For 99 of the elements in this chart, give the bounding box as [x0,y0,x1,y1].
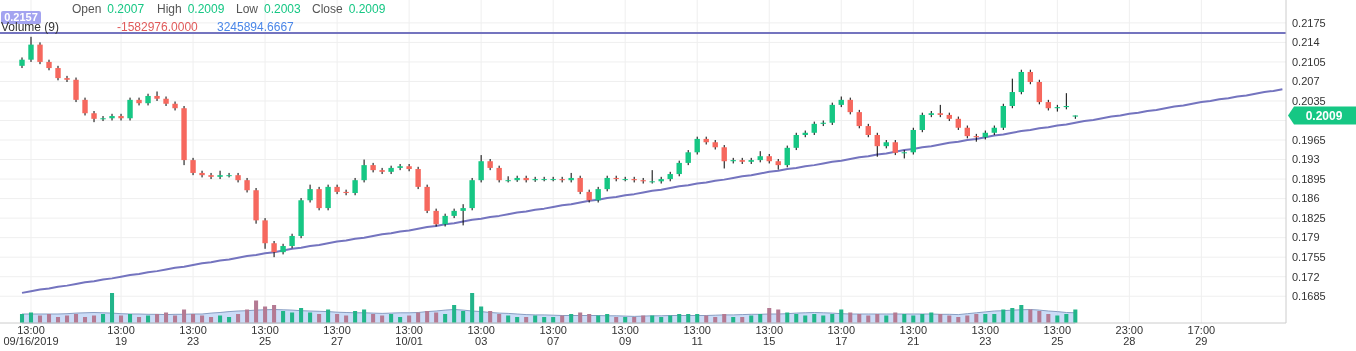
candlestick [379,167,385,175]
x-tick-label: 13:00 09 [611,324,639,347]
candlestick [829,102,835,126]
candlestick [73,77,79,103]
candlestick [1000,103,1007,131]
y-tick-label: 0.2035 [1292,94,1326,107]
x-tick-label: 13:00 23 [971,324,1000,347]
candlestick [109,113,115,121]
x-tick-label: 13:00 17 [827,324,856,347]
candlestick [199,170,205,178]
y-tick-label: 0.1965 [1292,133,1326,146]
candlestick [361,159,367,183]
bar [767,308,772,323]
candlestick [919,112,925,133]
bar [353,311,358,323]
annotation: High 0.2009 [157,2,225,16]
x-tick-label: 23:00 28 [1115,324,1144,347]
candlestick [1009,78,1016,109]
x-tick-label: 13:00 10/01 [395,324,423,347]
bar [1019,305,1024,323]
annotation: -1582976.0000 [117,20,199,34]
candlestick [118,113,124,121]
candlestick [19,56,25,69]
x-tick-label: 17:00 29 [1187,324,1216,347]
bar [281,311,286,323]
y-tick-label: 0.1825 [1292,211,1326,224]
bar [488,311,493,323]
x-tick-label: 13:00 25 [1043,324,1072,347]
x-tick-label: 13:00 19 [107,324,135,347]
bar [110,293,115,323]
candlestick [28,36,34,63]
candlestick [91,110,97,123]
candlestick [415,166,421,190]
bar [1010,308,1015,323]
x-tick-label: 13:00 03 [467,324,495,347]
bar [425,311,430,323]
y-tick-label: 0.1895 [1292,172,1326,185]
annotation: Low 0.2003 [236,2,302,16]
candlestick [856,109,862,129]
candlestick [208,172,214,180]
bar [479,306,484,323]
y-tick-label: 0.2175 [1292,16,1326,29]
bar [299,308,304,323]
candlestick [910,127,916,156]
line-series [21,88,1284,294]
candlestick [127,97,133,121]
x-tick-label: 13:00 15 [755,324,783,347]
candlestick [37,41,43,65]
y-tick-label: 0.179 [1292,231,1320,244]
candlestick [397,163,403,171]
candlestick [1018,69,1025,95]
bar [461,311,466,323]
bar [1037,311,1042,323]
candlestick [136,97,142,106]
y-tick-label: 0.2105 [1292,55,1326,68]
candlestick [262,217,268,250]
x-tick-label: 13:00 11 [683,324,711,347]
candlestick [460,203,466,226]
y-tick-label: 0.172 [1292,270,1320,283]
annotation: 3245894.6667 [217,20,295,34]
candlestick [154,90,160,102]
candlestick [478,154,484,183]
bar [254,300,259,323]
candlestick [100,115,106,122]
candlestick [649,169,655,185]
candlestick [721,144,727,169]
candlestick [316,186,322,211]
y-tick-label: 0.1685 [1292,290,1326,303]
x-tick-label: 13:00 25 [251,324,279,347]
candlestick [784,145,790,168]
x-tick-label: 13:00 27 [323,324,351,347]
bar [272,305,277,323]
annotation: Close 0.2009 [312,2,386,16]
text: 0.2009 [1305,108,1343,123]
candlestick [1036,79,1043,105]
y-tick-label: 0.214 [1292,36,1320,49]
x-tick-label: 13:00 23 [179,324,207,347]
x-tick-label: 13:00 09/16/2019 [3,324,59,347]
bar [470,293,475,323]
candlestick [424,184,430,214]
candlestick [217,170,223,180]
candlestick [343,189,349,196]
candlestick [388,165,394,175]
candlestick [325,184,331,211]
ref-line-label: 0.2157 [4,11,38,24]
x-tick-label: 13:00 07 [539,324,567,347]
bar [452,305,457,323]
x-tick-label: 13:00 21 [899,324,928,347]
y-tick-label: 0.193 [1292,153,1320,166]
candlestick [577,175,583,195]
bar [263,306,268,323]
y-tick-label: 0.207 [1292,75,1320,88]
candlestick [406,163,412,172]
candlestick [874,132,880,158]
y-tick-label: 0.186 [1292,192,1320,205]
y-tick-label: 0.1755 [1292,251,1326,264]
candlestick [226,172,232,178]
annotation: Open 0.2007 [72,2,145,16]
candlestick [64,75,70,83]
